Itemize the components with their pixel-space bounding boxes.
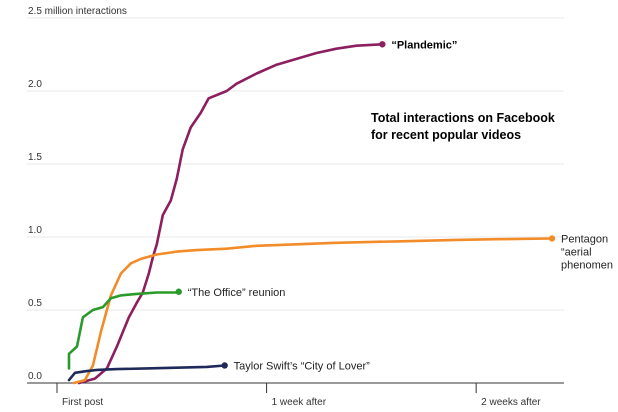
series-label-the-office-reunion: “The Office” reunion [188,287,286,299]
series-end-dot-pentagon-aerial-phenomen [548,235,556,242]
series-label-plandemic: “Plandemic” [391,39,457,51]
x-tick-label: 2 weeks after [481,397,541,408]
x-tick-label: First post [62,397,103,408]
series-line-taylor-swift-s-city-of-lover [67,364,226,382]
series-line-plandemic [77,43,384,385]
axes [27,382,564,393]
series-lines [67,41,556,385]
y-tick-label: 2.0 [28,79,42,90]
y-tick-label: 0.0 [28,371,42,382]
y-tick-label: 1.0 [28,225,42,236]
series-label-pentagon-aerial-phenomen: Pentagon [561,233,608,245]
series-label-pentagon-aerial-phenomen: “aerial [561,246,592,258]
series-line-the-office-reunion [67,290,181,370]
labels: 0.0 0.5 1.0 1.5 2.0 2.5 million interactions F… [28,6,613,408]
series-end-dot-taylor-swift-s-city-of-lover [221,362,228,369]
series-label-pentagon-aerial-phenomen: phenomen [561,259,613,271]
series-end-dot-plandemic [379,41,386,48]
chart-title: Total interactions on Facebook [371,111,555,125]
series-label-taylor-swift-s-city-of-lover: Taylor Swift’s “City of Lover” [234,360,370,372]
series-line-pentagon-aerial-phenomen [72,237,554,385]
x-tick-label: 1 week after [272,397,327,408]
chart-title: for recent popular videos [371,128,521,142]
y-tick-label: 2.5 million interactions [28,6,127,17]
grid-lines [27,17,564,311]
y-tick-label: 1.5 [28,152,42,163]
series-end-dot-the-office-reunion [175,288,182,295]
y-tick-label: 0.5 [28,298,42,309]
